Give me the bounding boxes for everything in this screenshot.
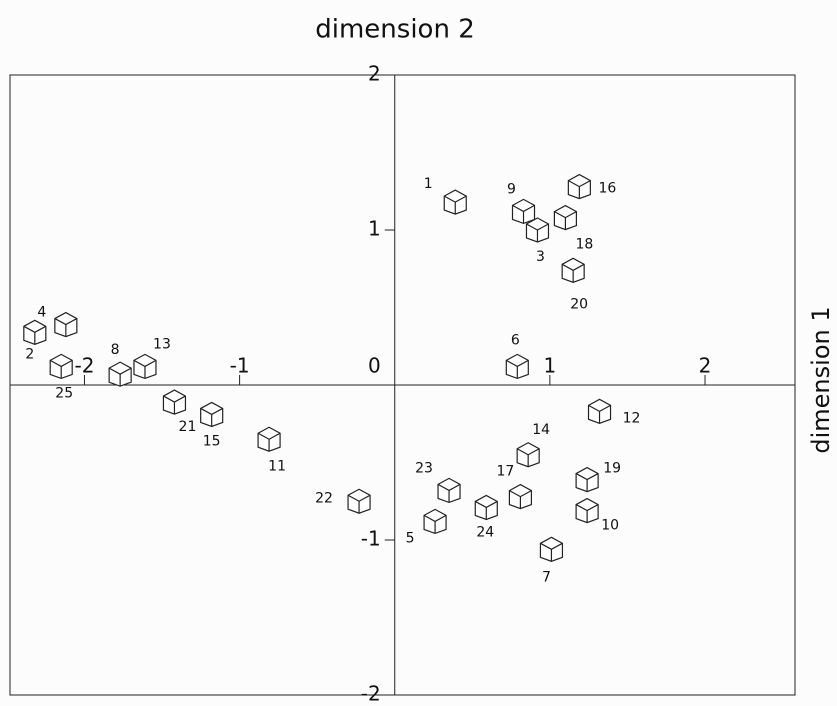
y-tick-label: 2 bbox=[368, 62, 381, 86]
object-marker bbox=[163, 390, 185, 414]
object-marker bbox=[201, 402, 223, 426]
point-label: 17 bbox=[496, 464, 514, 480]
point-label: 15 bbox=[203, 433, 221, 449]
object-marker bbox=[55, 313, 77, 337]
object-marker bbox=[50, 354, 72, 378]
point-label: 22 bbox=[315, 490, 333, 506]
x-axis-label: dimension 1 bbox=[807, 306, 835, 453]
object-marker bbox=[475, 495, 497, 519]
object-marker bbox=[438, 478, 460, 502]
object-marker bbox=[348, 489, 370, 513]
point-label: 19 bbox=[603, 461, 621, 477]
object-marker bbox=[109, 362, 131, 386]
object-marker bbox=[424, 509, 446, 533]
point-label: 6 bbox=[511, 332, 520, 348]
point-label: 11 bbox=[268, 458, 286, 474]
object-marker bbox=[576, 499, 598, 523]
y-tick-label: 1 bbox=[368, 217, 381, 241]
object-marker bbox=[568, 175, 590, 199]
point-label: 12 bbox=[623, 410, 641, 426]
point-label: 2 bbox=[25, 346, 34, 362]
point-label: 18 bbox=[575, 237, 593, 253]
chart: dimension 2 dimension 1 -2-112-2-1012123… bbox=[0, 0, 837, 706]
point-label: 10 bbox=[601, 518, 619, 534]
point-label: 16 bbox=[598, 181, 616, 197]
object-marker bbox=[506, 354, 528, 378]
x-tick-label: -2 bbox=[74, 354, 94, 378]
point-label: 13 bbox=[153, 336, 171, 352]
point-label: 4 bbox=[37, 305, 46, 321]
point-label: 25 bbox=[55, 385, 73, 401]
x-tick-label: 2 bbox=[699, 354, 712, 378]
object-marker bbox=[540, 537, 562, 561]
object-marker bbox=[576, 468, 598, 492]
object-marker bbox=[258, 427, 280, 451]
point-label: 23 bbox=[415, 460, 433, 476]
object-marker bbox=[589, 399, 611, 423]
object-marker bbox=[444, 190, 466, 214]
point-label: 7 bbox=[542, 569, 551, 585]
point-label: 24 bbox=[476, 524, 494, 540]
object-marker bbox=[24, 320, 46, 344]
object-marker bbox=[554, 206, 576, 230]
point-label: 21 bbox=[179, 419, 197, 435]
object-marker bbox=[513, 199, 535, 223]
y-tick-label: -1 bbox=[361, 527, 381, 551]
point-label: 1 bbox=[424, 176, 433, 192]
point-label: 20 bbox=[570, 296, 588, 312]
point-label: 5 bbox=[406, 530, 415, 546]
y-tick-label: -2 bbox=[361, 682, 381, 706]
object-marker bbox=[509, 485, 531, 509]
y-tick-label: 0 bbox=[368, 354, 381, 378]
point-label: 3 bbox=[536, 249, 545, 265]
object-marker bbox=[562, 258, 584, 282]
object-marker bbox=[517, 443, 539, 467]
chart-title: dimension 2 bbox=[315, 15, 475, 45]
x-tick-label: 1 bbox=[544, 354, 557, 378]
point-label: 9 bbox=[507, 181, 516, 197]
point-label: 8 bbox=[111, 342, 120, 358]
point-label: 14 bbox=[532, 422, 550, 438]
object-marker bbox=[134, 354, 156, 378]
x-tick-label: -1 bbox=[230, 354, 250, 378]
